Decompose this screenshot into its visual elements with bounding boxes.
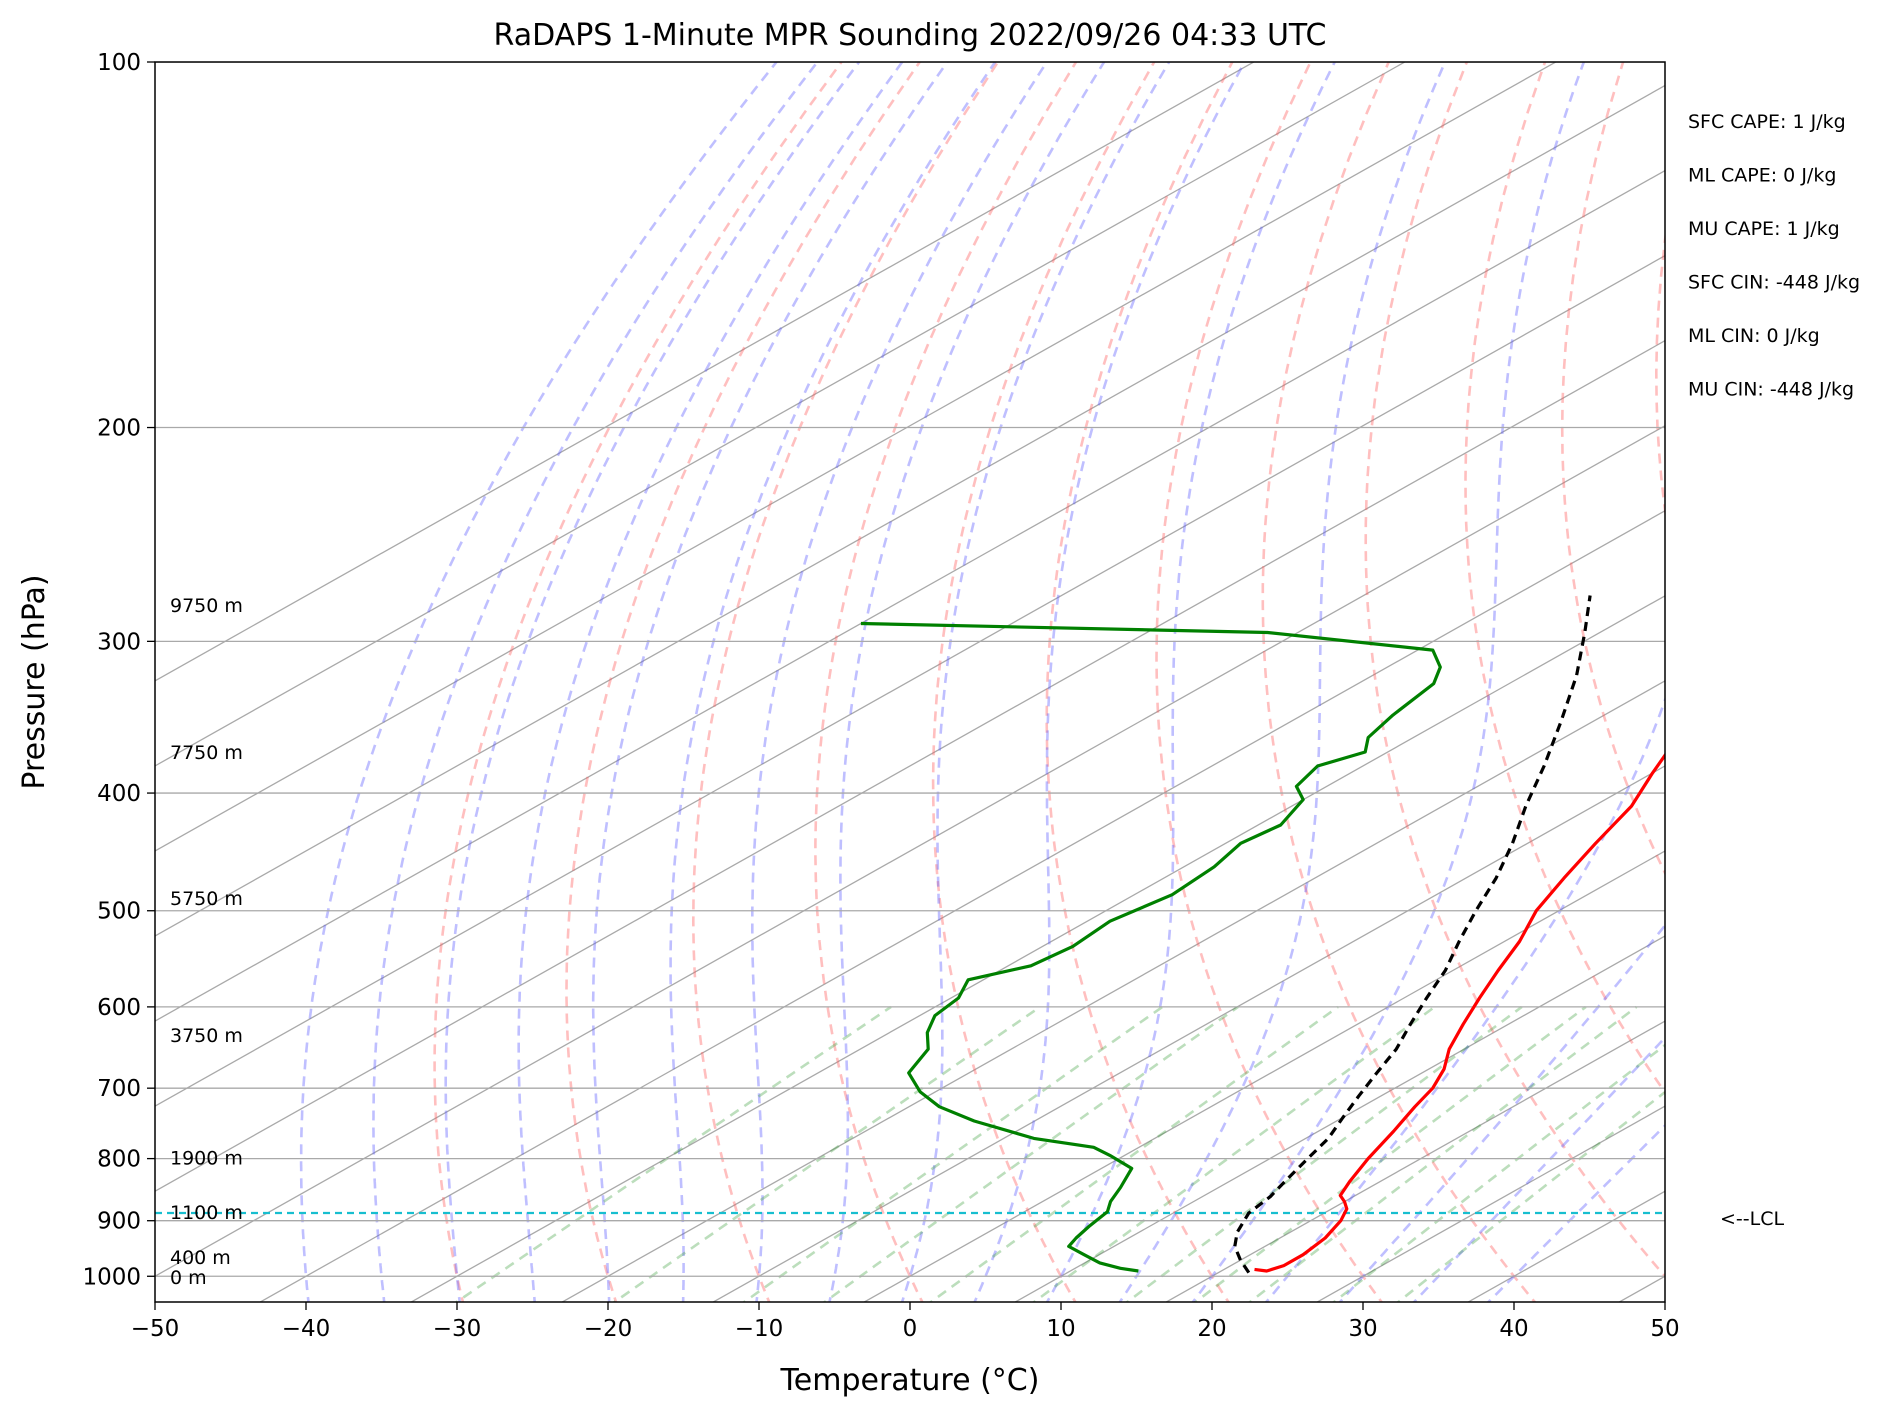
isotherm-line — [1013, 935, 1665, 1302]
x-tick-label: 0 — [903, 1316, 918, 1342]
moist-adiabat-line — [591, 62, 949, 1302]
dry-adiabat-line — [1837, 62, 1899, 1307]
moist-adiabat-line — [1412, 1035, 1665, 1302]
x-tick-label: −10 — [735, 1316, 784, 1342]
dry-adiabat-line — [1654, 230, 1665, 519]
mixing-ratio-line — [928, 1005, 1339, 1302]
height-label: 400 m — [170, 1247, 231, 1269]
moist-adiabat-line — [372, 62, 819, 1302]
x-tick-label: 20 — [1197, 1316, 1226, 1342]
x-tick-label: −20 — [584, 1316, 633, 1342]
dry-adiabat-line — [1560, 62, 1665, 876]
mixing-ratio-line — [1125, 1005, 1523, 1302]
x-tick-label: −40 — [282, 1316, 331, 1342]
isotherm-line — [155, 254, 1665, 1107]
y-tick-label: 300 — [97, 629, 141, 655]
moist-adiabat-line — [517, 62, 904, 1302]
y-tick-label: 200 — [97, 416, 141, 442]
y-axis-label: Pressure (hPa) — [17, 574, 52, 789]
isotherm-line — [862, 850, 1665, 1302]
moist-adiabat-line — [1191, 62, 1586, 1302]
stability-index-text: MU CAPE: 1 J/kg — [1688, 218, 1840, 240]
stability-index-text: MU CIN: -448 J/kg — [1688, 379, 1854, 401]
stability-index-text: ML CIN: 0 J/kg — [1688, 325, 1820, 347]
lcl-line-group: <--LCL — [155, 1208, 1784, 1230]
x-tick-label: −50 — [131, 1316, 180, 1342]
temperature-profile-line — [1254, 752, 1665, 1273]
dry-adiabat-line — [565, 62, 921, 1302]
dry-adiabat-line — [691, 62, 999, 1302]
parcel-profile-line — [1233, 595, 1592, 1274]
y-tick-label: 400 — [97, 781, 141, 807]
dry-adiabat-line — [1464, 62, 1665, 1095]
isotherm-line — [155, 62, 1256, 682]
isotherm-line — [409, 595, 1665, 1302]
isotherm-line — [155, 339, 1665, 1192]
moist-adiabat-line — [828, 62, 1106, 1302]
x-axis-ticks: −50 −40 −30 −20 −10 0 10 20 30 40 50 — [131, 1302, 1680, 1342]
stability-index-text: SFC CIN: -448 J/kg — [1688, 272, 1860, 294]
x-tick-label: 40 — [1499, 1316, 1528, 1342]
chart-title: RaDAPS 1-Minute MPR Sounding 2022/09/26 … — [494, 18, 1327, 53]
y-axis-ticks: 100 200 300 400 500 600 700 800 900 1000 — [82, 50, 155, 1290]
moist-adiabat-line — [973, 62, 1246, 1302]
isotherm-line — [155, 424, 1665, 1277]
dry-adiabat-line — [433, 62, 843, 1302]
mixing-ratio-line — [1031, 1005, 1436, 1302]
mixing-ratio-line — [822, 1005, 1239, 1302]
height-label: 7750 m — [170, 742, 243, 764]
x-tick-label: 10 — [1046, 1316, 1075, 1342]
stability-index-text: ML CAPE: 0 J/kg — [1688, 165, 1836, 187]
y-tick-label: 900 — [97, 1209, 141, 1235]
x-tick-label: 30 — [1348, 1316, 1377, 1342]
moist-adiabat-line — [1338, 923, 1665, 1302]
background-lines — [155, 62, 1899, 1307]
y-tick-label: 100 — [97, 50, 141, 76]
isobar-grid — [155, 62, 1665, 1277]
y-tick-label: 600 — [97, 995, 141, 1021]
height-label: 1900 m — [170, 1147, 243, 1169]
mixing-ratio-line — [1331, 1043, 1665, 1302]
height-label: 5750 m — [170, 888, 243, 910]
isotherm-line — [155, 169, 1665, 1022]
mixing-ratio-line — [1396, 1090, 1665, 1302]
y-tick-label: 1000 — [82, 1264, 141, 1290]
isotherm-line — [155, 84, 1665, 937]
moist-adiabat-line — [1486, 1123, 1665, 1302]
moist-adiabat-line — [1045, 62, 1336, 1302]
height-labels: 9750 m 7750 m 5750 m 3750 m 1900 m 1100 m 400 … — [170, 595, 243, 1289]
dry-adiabat-line — [1748, 62, 1899, 1307]
height-label: 3750 m — [170, 1025, 243, 1047]
y-tick-label: 800 — [97, 1147, 141, 1173]
isotherm-line — [258, 510, 1665, 1302]
isotherm-line — [711, 765, 1665, 1302]
isotherm-line — [155, 62, 1407, 767]
y-tick-label: 700 — [97, 1076, 141, 1102]
isotherm-line — [155, 62, 1558, 852]
dry-adiabat-line — [1261, 62, 1537, 1302]
moist-adiabat-line — [444, 62, 861, 1302]
mixing-ratio-line — [454, 1005, 892, 1302]
mixing-ratio-line — [742, 1005, 1164, 1302]
mixing-ratio-line — [1247, 1005, 1638, 1302]
stability-index-text: SFC CAPE: 1 J/kg — [1688, 111, 1846, 133]
isotherm-line — [560, 680, 1665, 1302]
height-label: 9750 m — [170, 595, 243, 617]
x-tick-label: 50 — [1650, 1316, 1679, 1342]
lcl-label: <--LCL — [1720, 1208, 1784, 1230]
mixing-ratio-line — [612, 1005, 1041, 1302]
mixing-ratio-line — [1193, 1005, 1587, 1302]
y-tick-label: 500 — [97, 899, 141, 925]
x-tick-label: −30 — [433, 1316, 482, 1342]
height-label: 1100 m — [170, 1202, 243, 1224]
dewpoint-profile-line — [860, 621, 1442, 1273]
dry-adiabat-line — [931, 62, 1156, 1302]
stability-indices: SFC CAPE: 1 J/kg ML CAPE: 0 J/kg MU CAPE: … — [1688, 111, 1860, 401]
dry-adiabat-line — [1155, 62, 1384, 1302]
height-label: 0 m — [170, 1267, 207, 1289]
x-axis-label: Temperature (°C) — [780, 1363, 1040, 1398]
isotherm-line — [1164, 1020, 1665, 1302]
sounding-series — [860, 595, 1665, 1274]
